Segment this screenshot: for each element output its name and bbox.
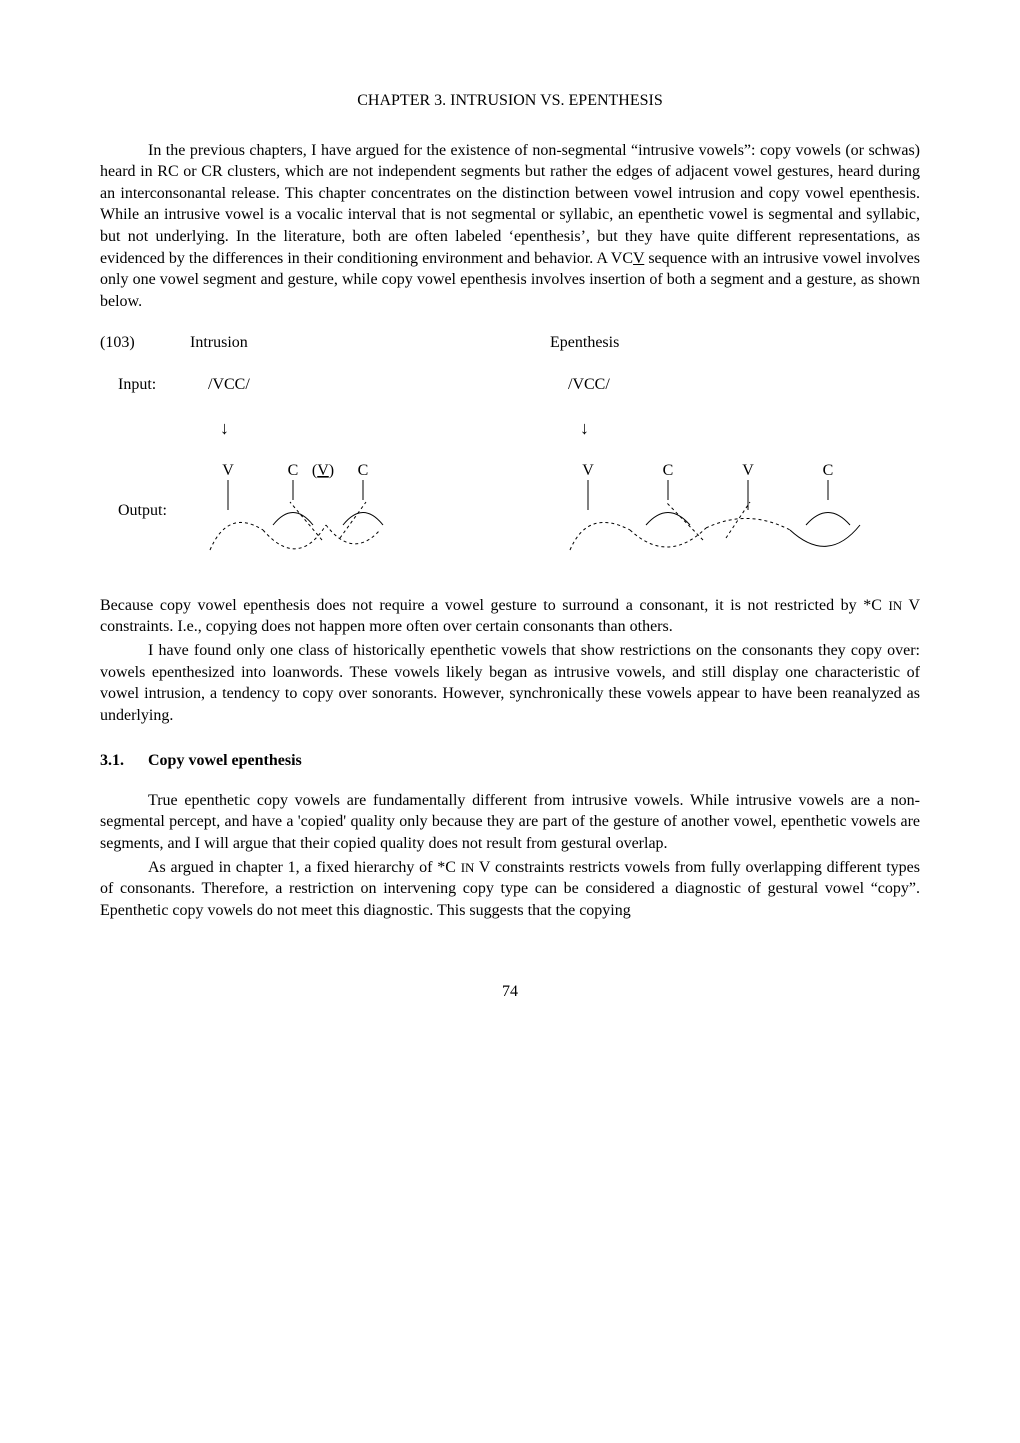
figure-input-b: /VCC/ xyxy=(568,374,928,396)
epenthesis-diagram: VCVC xyxy=(568,460,868,560)
chapter-title: CHAPTER 3. INTRUSION VS. EPENTHESIS xyxy=(100,90,920,112)
figure-103: (103) Intrusion Epenthesis Input: /VCC/ … xyxy=(100,332,920,566)
figure-col-intrusion-header: Intrusion xyxy=(190,332,550,354)
svg-text:V: V xyxy=(222,462,234,479)
figure-col-epenthesis-header: Epenthesis xyxy=(550,332,910,354)
svg-text:C: C xyxy=(823,462,834,479)
figure-number: (103) xyxy=(100,332,190,354)
svg-text:V: V xyxy=(582,462,594,479)
section-title: Copy vowel epenthesis xyxy=(148,752,302,769)
figure-input-label: Input: xyxy=(100,374,208,396)
section-number: 3.1. xyxy=(100,750,148,772)
down-arrow-icon: ↓ xyxy=(220,418,229,438)
svg-text:C: C xyxy=(288,462,299,479)
paragraph-2: Because copy vowel epenthesis does not r… xyxy=(100,595,920,638)
svg-text:V: V xyxy=(742,462,754,479)
svg-text:(V): (V) xyxy=(312,462,334,479)
figure-output-label: Output: xyxy=(100,460,208,522)
svg-text:C: C xyxy=(358,462,369,479)
intrusion-diagram: V C (V) C xyxy=(208,460,408,560)
section-heading-3-1: 3.1.Copy vowel epenthesis xyxy=(100,750,920,772)
paragraph-3: I have found only one class of historica… xyxy=(100,640,920,726)
page-number: 74 xyxy=(100,981,920,1003)
down-arrow-icon: ↓ xyxy=(580,418,589,438)
figure-input-a: /VCC/ xyxy=(208,374,568,396)
paragraph-1: In the previous chapters, I have argued … xyxy=(100,140,920,313)
svg-text:C: C xyxy=(663,462,674,479)
paragraph-4: True epenthetic copy vowels are fundamen… xyxy=(100,790,920,855)
paragraph-5: As argued in chapter 1, a fixed hierarch… xyxy=(100,857,920,922)
